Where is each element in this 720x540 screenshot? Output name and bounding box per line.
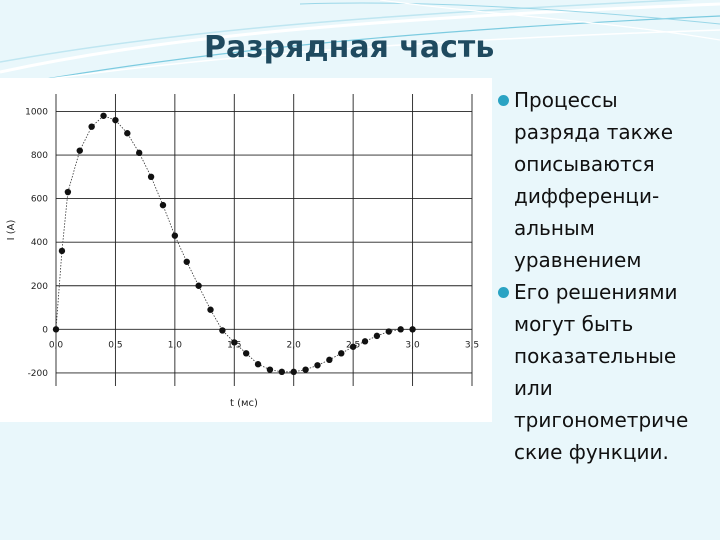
- data-point: [302, 366, 309, 373]
- bullet-dot-icon: [498, 95, 509, 106]
- bullet-item: Процессы разряда также описываются дифферен…: [494, 84, 720, 276]
- bullet-text-line: альным: [514, 216, 595, 240]
- bullet-text-line: показательные: [514, 344, 677, 368]
- data-point: [58, 247, 66, 255]
- data-point: [195, 282, 202, 289]
- x-tick-label: 1,0: [168, 340, 183, 350]
- bullet-text-line: ские функции.: [514, 440, 669, 464]
- data-point: [112, 116, 119, 124]
- data-point: [183, 258, 190, 265]
- bullet-text-line: Процессы: [514, 88, 618, 112]
- data-point: [76, 147, 83, 154]
- data-point: [290, 368, 297, 376]
- current-vs-time-chart: -200020040060080010000,00,51,01,52,02,53…: [6, 94, 479, 409]
- data-point: [136, 149, 143, 157]
- x-tick-label: 3,5: [465, 340, 479, 350]
- bullet-text-line: уравнением: [514, 248, 642, 272]
- data-point: [254, 361, 262, 368]
- data-point: [231, 339, 238, 346]
- bullet-text-line: Его решениями: [514, 280, 678, 304]
- y-tick-label: -200: [28, 369, 49, 379]
- data-point: [88, 123, 95, 130]
- data-point: [397, 326, 404, 333]
- bullet-text-line: разряда также: [514, 120, 674, 144]
- chart-panel: -200020040060080010000,00,51,01,52,02,53…: [0, 78, 492, 422]
- bullet-text-line: могут быть: [514, 312, 634, 336]
- x-tick-label: 3,0: [405, 340, 420, 350]
- data-point: [385, 328, 392, 335]
- y-tick-label: 1000: [25, 107, 48, 117]
- data-point: [147, 173, 155, 181]
- y-tick-label: 0: [42, 325, 48, 335]
- y-tick-label: 600: [31, 195, 48, 205]
- data-point: [314, 362, 321, 369]
- x-tick-label: 2,0: [287, 340, 302, 350]
- bullet-text-line: дифференци-: [514, 184, 660, 208]
- data-point: [338, 350, 345, 357]
- data-point: [159, 201, 167, 209]
- data-point: [349, 343, 357, 350]
- data-point: [207, 306, 214, 313]
- slide-title: Разрядная часть: [204, 30, 495, 65]
- header-wave-decoration: [0, 0, 720, 87]
- data-point: [171, 232, 179, 239]
- data-point: [124, 130, 131, 137]
- data-point: [100, 112, 107, 119]
- y-tick-label: 800: [31, 151, 48, 161]
- y-tick-label: 400: [31, 238, 48, 248]
- bullet-text-line: тригонометриче: [514, 408, 689, 432]
- data-point: [278, 368, 286, 376]
- data-point: [361, 338, 369, 345]
- data-point: [409, 326, 416, 333]
- bullet-dot-icon: [498, 287, 509, 298]
- bullet-text-line: описываются: [514, 152, 655, 176]
- bullet-item: Его решениями могут быть показательные или т…: [494, 276, 720, 468]
- bullet-list: Процессы разряда также описываются дифферен…: [494, 84, 720, 468]
- y-tick-label: 200: [31, 282, 48, 292]
- data-point: [373, 332, 381, 340]
- data-point: [326, 356, 333, 364]
- data-point: [52, 326, 60, 333]
- data-point: [64, 188, 72, 196]
- x-axis-label: t (мс): [230, 398, 258, 409]
- bullet-text-line: или: [514, 376, 553, 400]
- x-tick-label: 0,0: [49, 340, 64, 350]
- data-point: [266, 366, 274, 373]
- x-tick-label: 0,5: [108, 340, 122, 350]
- y-axis-label: I (A): [6, 220, 17, 241]
- data-point: [242, 350, 250, 357]
- data-point: [219, 327, 226, 334]
